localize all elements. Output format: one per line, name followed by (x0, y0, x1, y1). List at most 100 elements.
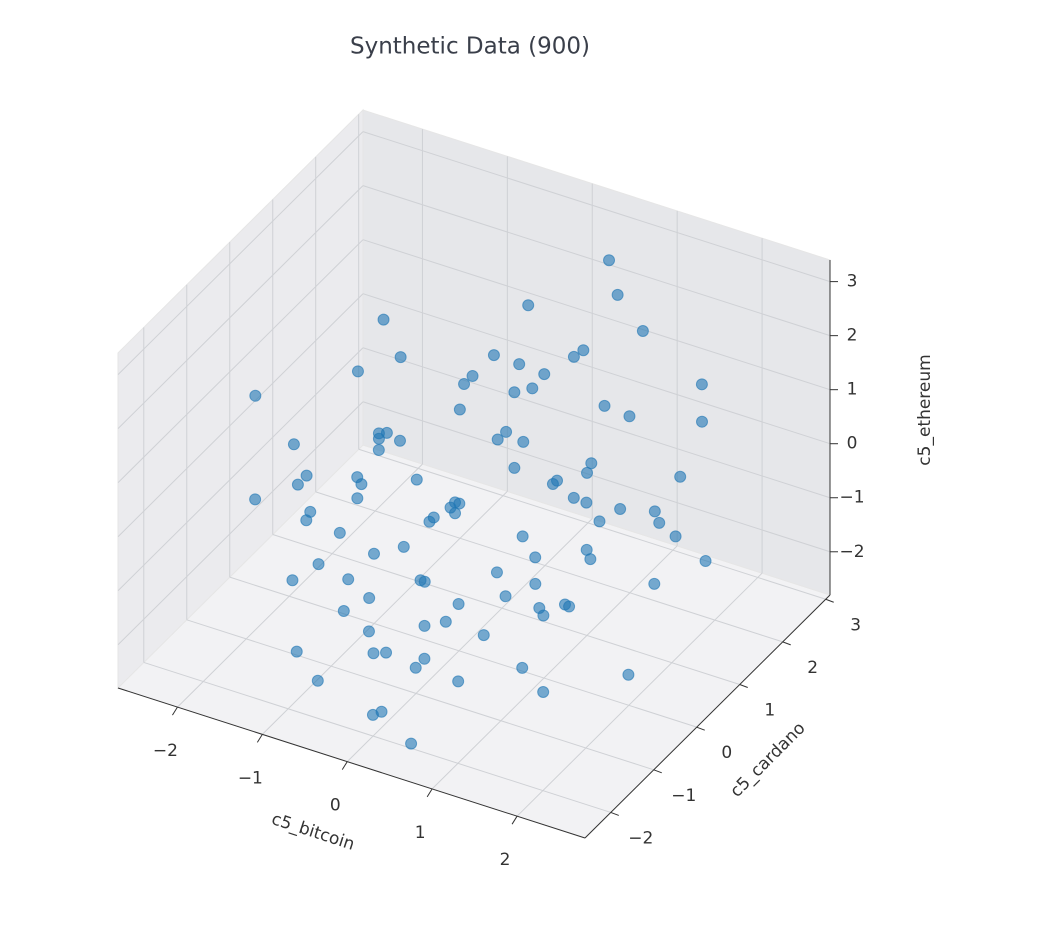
grid-line (117, 293, 364, 538)
data-point (333, 526, 346, 539)
z-axis-label: c5_ethereum (915, 354, 935, 465)
data-point (696, 415, 709, 428)
data-point (648, 577, 661, 590)
data-point (603, 254, 616, 267)
data-point (363, 592, 376, 605)
y-tick-label: 0 (721, 743, 732, 763)
grid-line (431, 545, 678, 790)
data-point (394, 351, 407, 364)
grid-line (516, 572, 763, 817)
data-point (526, 382, 539, 395)
tick-mark (782, 641, 791, 646)
grid-line (362, 185, 831, 337)
data-point (452, 675, 465, 688)
data-point (648, 505, 661, 518)
chart-title: Synthetic Data (900) (350, 34, 590, 60)
z-tick-label: 3 (847, 272, 858, 292)
data-point (366, 708, 379, 721)
data-point (423, 515, 436, 528)
data-point (508, 461, 521, 474)
tick-mark (172, 706, 178, 716)
grid-line (117, 185, 364, 430)
data-point (304, 505, 317, 518)
x-axis-label: c5_bitcoin (269, 809, 357, 855)
tick-mark (610, 811, 619, 816)
grid-line (261, 491, 508, 735)
grid-line (362, 347, 831, 499)
data-point (418, 575, 431, 588)
grid-line (117, 401, 364, 646)
grid-line (362, 401, 831, 553)
data-point (593, 515, 606, 528)
z-tick-label: 1 (847, 380, 858, 400)
axis-line (584, 594, 831, 839)
data-point (699, 555, 712, 568)
data-point (477, 629, 490, 642)
data-point (517, 435, 530, 448)
data-point (585, 457, 598, 470)
grid-line (315, 491, 783, 643)
data-point (372, 443, 385, 456)
data-point (453, 403, 466, 416)
data-point (537, 686, 550, 699)
grid-line (272, 534, 740, 686)
data-point (529, 551, 542, 564)
data-point (355, 478, 368, 491)
tick-mark (825, 598, 834, 603)
data-point (287, 438, 300, 451)
data-point (418, 619, 431, 632)
data-point (452, 597, 465, 610)
z-tick-label: −1 (839, 488, 864, 508)
tick-mark (426, 788, 433, 798)
y-tick-label: 1 (764, 701, 775, 721)
grid-line (362, 131, 831, 283)
data-point (380, 646, 393, 659)
data-point (249, 493, 262, 506)
data-point (458, 378, 471, 391)
x-tick-label: −2 (153, 741, 178, 761)
data-point (636, 325, 649, 338)
data-point (580, 543, 593, 556)
data-point (674, 470, 687, 483)
tick-mark (256, 734, 263, 743)
y-axis-label: c5_cardano (726, 718, 809, 801)
data-point (409, 661, 422, 674)
data-point (393, 434, 406, 447)
grid-line (117, 239, 364, 484)
grid-line (362, 239, 831, 391)
data-point (291, 478, 304, 491)
data-point (614, 502, 627, 515)
data-point (372, 427, 385, 440)
grid-line (346, 518, 593, 762)
grid-line (117, 347, 364, 592)
tick-mark (511, 815, 518, 825)
data-point (405, 737, 418, 750)
z-tick-label: 2 (847, 326, 858, 346)
data-point (410, 473, 423, 486)
data-point (491, 433, 504, 446)
data-point (286, 574, 299, 587)
data-point (342, 573, 355, 586)
data-point (397, 540, 410, 553)
x-tick-label: 0 (330, 796, 341, 816)
data-point (367, 647, 380, 660)
grid-line (186, 619, 654, 771)
data-point (546, 478, 559, 491)
y-tick-label: −1 (671, 786, 696, 806)
data-point (669, 530, 682, 543)
grid-line (177, 463, 423, 708)
data-point (418, 652, 431, 665)
grid-line (117, 131, 364, 375)
data-point (563, 600, 576, 613)
data-point (598, 399, 611, 412)
data-point (538, 368, 551, 381)
data-point (508, 386, 521, 399)
data-point (312, 558, 325, 571)
tick-mark (696, 726, 705, 731)
data-point (529, 577, 542, 590)
tick-mark (341, 761, 348, 770)
data-point (522, 299, 535, 312)
y-tick-label: 2 (807, 658, 818, 678)
x-tick-label: −1 (238, 768, 263, 788)
